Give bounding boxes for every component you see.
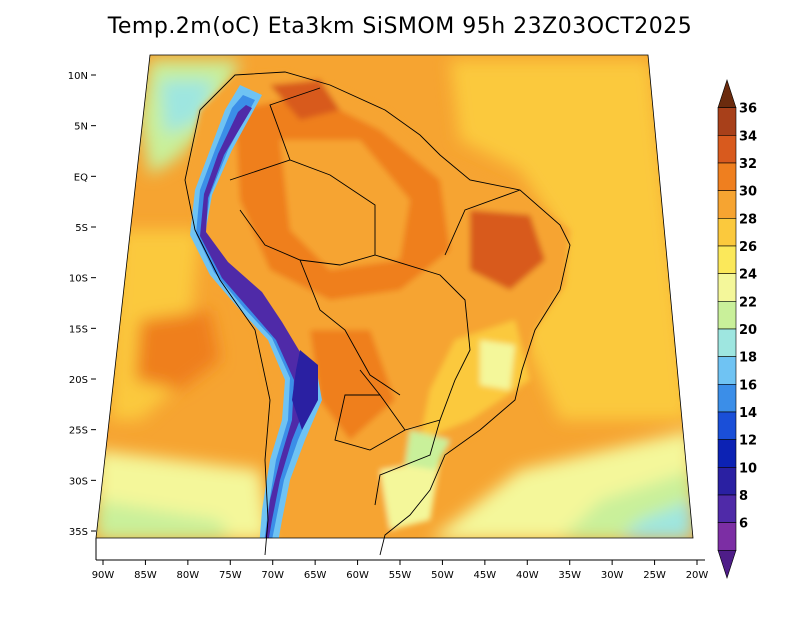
x-tick-label: 65W: [304, 570, 327, 581]
x-tick-label: 80W: [177, 570, 200, 581]
x-tick-label: 75W: [219, 570, 242, 581]
colorbar-label: 22: [739, 295, 757, 310]
colorbar-label: 36: [739, 102, 757, 117]
colorbar-label: 8: [739, 489, 748, 504]
colorbar-segment: [717, 384, 737, 413]
map-title: Temp.2m(oC) Eta3km SiSMOM 95h 23Z03OCT20…: [107, 14, 693, 39]
colorbar-label: 30: [739, 185, 757, 200]
colorbar-segment: [717, 107, 737, 136]
y-tick-label: 35S: [69, 527, 88, 538]
colorbar-label: 26: [739, 240, 757, 255]
colorbar-segment: [717, 356, 737, 385]
x-tick-label: 60W: [346, 570, 369, 581]
colorbar-label: 18: [739, 351, 757, 366]
x-tick-label: 20W: [686, 570, 709, 581]
colorbar-segment: [717, 494, 737, 523]
y-tick-label: 25S: [69, 426, 88, 437]
colorbar-label: 6: [739, 517, 748, 532]
colorbar-segment: [717, 550, 737, 579]
x-tick-label: 50W: [431, 570, 454, 581]
colorbar-segment: [717, 245, 737, 274]
x-tick-label: 35W: [558, 570, 581, 581]
colorbar-segment: [717, 79, 737, 108]
colorbar-segment: [717, 467, 737, 496]
x-tick-label: 40W: [516, 570, 539, 581]
x-tick-label: 55W: [389, 570, 412, 581]
colorbar-segment: [717, 135, 737, 164]
domain-border: [95, 54, 694, 539]
colorbar-segment: [717, 190, 737, 219]
axis-ticks: [95, 538, 705, 561]
temperature-field: [96, 55, 693, 538]
colorbar-segment: [717, 218, 737, 247]
x-tick-label: 85W: [134, 570, 157, 581]
y-axis-labels: 10N 5N EQ 5S 10S 15S 20S 25S 30S 35S: [68, 71, 96, 538]
y-tick-label: EQ: [74, 172, 88, 183]
y-tick-label: 20S: [69, 375, 88, 386]
y-tick-label: 5N: [74, 122, 88, 133]
colorbar-segment: [717, 301, 737, 330]
y-tick-label: 30S: [69, 476, 88, 487]
country-borders: [184, 71, 571, 556]
x-tick-label: 25W: [643, 570, 666, 581]
colorbar-segment: [717, 328, 737, 357]
y-tick-label: 5S: [75, 223, 88, 234]
colorbar-segment: [717, 162, 737, 191]
y-tick-label: 10S: [69, 274, 88, 285]
colorbar-label: 14: [739, 406, 757, 421]
colorbar-label: 12: [739, 434, 757, 449]
y-tick-label: 10N: [68, 71, 88, 82]
colorbar-label: 28: [739, 212, 757, 227]
colorbar-segment: [717, 273, 737, 302]
x-tick-label: 30W: [601, 570, 624, 581]
y-tick-label: 15S: [69, 324, 88, 335]
x-tick-label: 70W: [261, 570, 284, 581]
x-tick-label: 90W: [92, 570, 115, 581]
x-axis-labels: 90W 85W 80W 75W 70W 65W 60W 55W 50W 45W 40W 35W 30W 2…: [92, 560, 709, 581]
colorbar-label: 34: [739, 129, 757, 144]
colorbar-label: 10: [739, 461, 757, 476]
colorbar-segment: [717, 439, 737, 468]
colorbar-label: 24: [739, 268, 757, 283]
colorbar-label: 16: [739, 378, 757, 393]
colorbar-label: 32: [739, 157, 757, 172]
colorbar-label: 20: [739, 323, 757, 338]
colorbar-segment: [717, 522, 737, 551]
colorbar-segment: [717, 411, 737, 440]
andes-cold-band: [190, 85, 322, 538]
x-tick-label: 45W: [474, 570, 497, 581]
colorbar: 36 34 32 30 28 26 24 22 20 18 16 14 12 10 8 6: [717, 79, 757, 579]
